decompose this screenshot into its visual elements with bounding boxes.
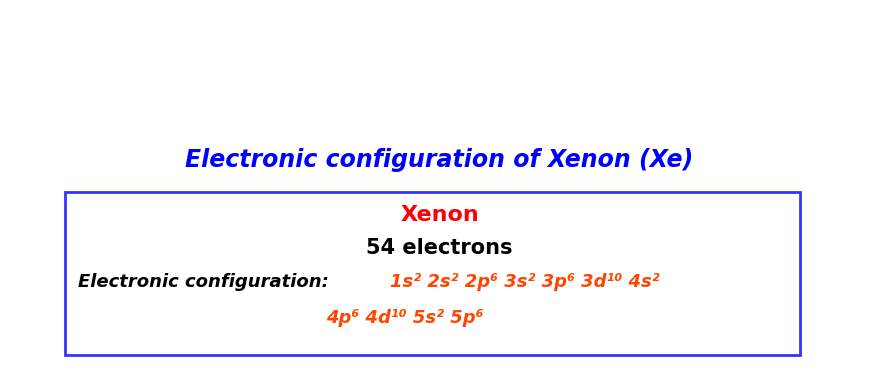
Text: Electronic configuration:: Electronic configuration:: [78, 273, 341, 291]
Text: Xenon: Xenon: [399, 205, 479, 225]
Text: 1s² 2s² 2p⁶ 3s² 3p⁶ 3d¹⁰ 4s²: 1s² 2s² 2p⁶ 3s² 3p⁶ 3d¹⁰ 4s²: [390, 273, 658, 291]
Text: 54 electrons: 54 electrons: [366, 238, 512, 258]
Text: Electronic configuration of Xenon (Xe): Electronic configuration of Xenon (Xe): [185, 148, 693, 172]
Bar: [65, 192, 799, 355]
Text: 4p⁶ 4d¹⁰ 5s² 5p⁶: 4p⁶ 4d¹⁰ 5s² 5p⁶: [325, 309, 483, 327]
